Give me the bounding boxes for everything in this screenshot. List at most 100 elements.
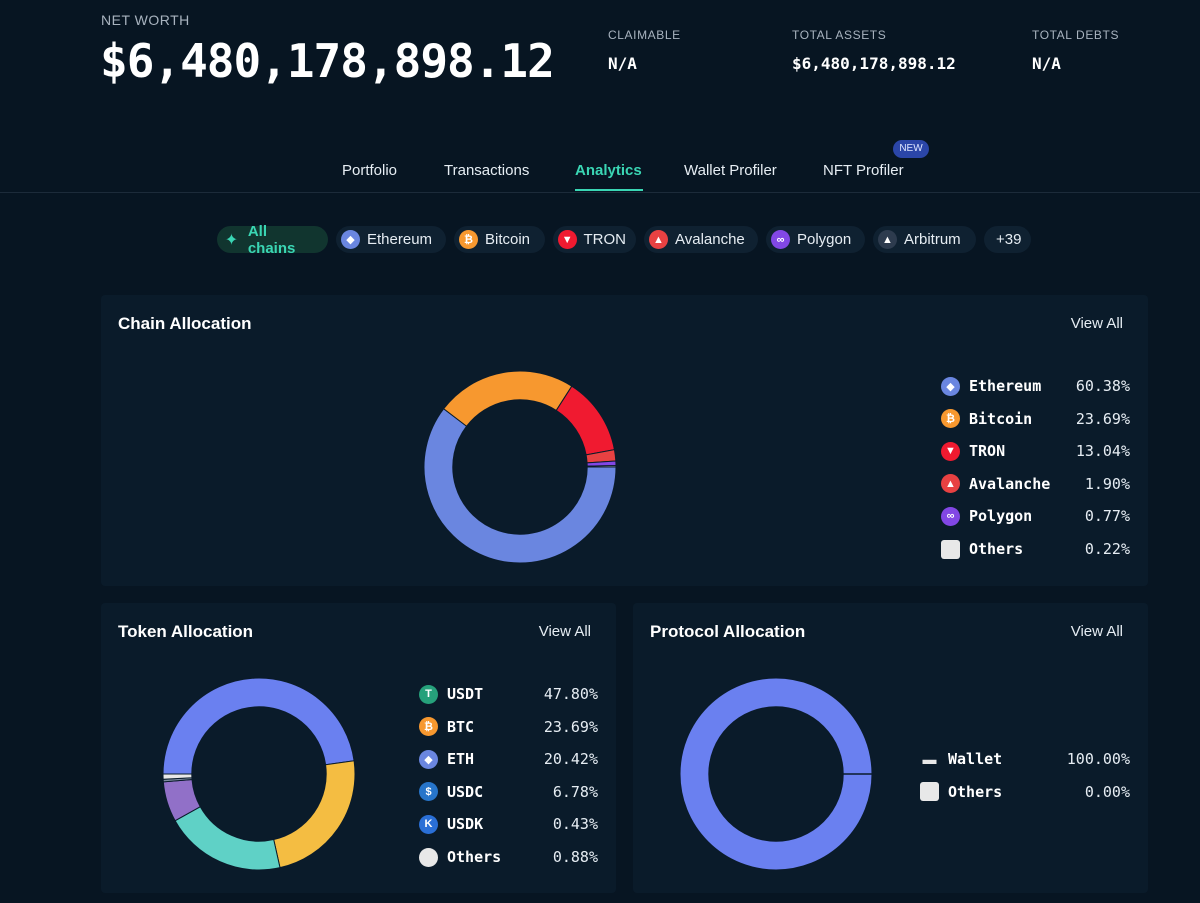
- legend-percent: 60.38%: [1075, 377, 1130, 395]
- chain-filter-avalanche[interactable]: ▲ Avalanche: [644, 226, 758, 253]
- legend-percent: 100.00%: [1066, 750, 1130, 768]
- wallet-icon: ▬: [922, 751, 937, 767]
- legend-item-usdt[interactable]: T USDT 47.80%: [419, 683, 598, 705]
- protocol-allocation-view-all[interactable]: View All: [1070, 623, 1123, 640]
- legend-item-tron[interactable]: ▼ TRON 13.04%: [941, 440, 1130, 462]
- others-icon: [941, 539, 960, 559]
- net-worth-label: NET WORTH: [101, 12, 190, 28]
- chain-filter-ethereum[interactable]: ◆ Ethereum: [336, 226, 446, 253]
- claimable-label: CLAIMABLE: [608, 28, 681, 42]
- donut-slice-wallet[interactable]: [679, 677, 873, 871]
- total-assets-stat: TOTAL ASSETS $6,480,178,898.12: [792, 28, 956, 73]
- others-icon: [920, 782, 939, 802]
- chain-filter-tron[interactable]: ▼ TRON: [553, 226, 636, 253]
- legend-name: Polygon: [969, 507, 1033, 526]
- legend-item-others[interactable]: Others 0.22%: [941, 538, 1130, 560]
- usdc-icon: $: [419, 782, 438, 802]
- total-assets-label: TOTAL ASSETS: [792, 28, 887, 42]
- chain-allocation-card: Chain Allocation View All: [101, 295, 1148, 586]
- donut-slice-others[interactable]: [586, 465, 617, 468]
- claimable-value: N/A: [608, 54, 637, 73]
- ethereum-icon: ◆: [941, 376, 960, 396]
- polygon-icon: ∞: [941, 506, 960, 526]
- protocol-allocation-donut: [679, 677, 873, 871]
- legend-item-ethereum[interactable]: ◆ Ethereum 60.38%: [941, 375, 1130, 397]
- legend-name: USDC: [447, 782, 484, 801]
- chain-filter-label: Arbitrum: [904, 231, 961, 248]
- legend-item-others[interactable]: Others 0.88%: [419, 846, 598, 868]
- donut-slice-usdt[interactable]: [162, 677, 355, 775]
- eth-icon: ◆: [419, 749, 438, 769]
- legend-name: BTC: [447, 717, 475, 736]
- legend-item-wallet[interactable]: ▬ Wallet 100.00%: [920, 748, 1131, 770]
- polygon-icon: ∞: [771, 230, 790, 249]
- legend-name: Others: [447, 848, 502, 866]
- legend-item-avalanche[interactable]: ▲ Avalanche 1.90%: [941, 473, 1130, 495]
- tron-icon: ▼: [558, 230, 577, 249]
- usdk-icon: K: [419, 814, 438, 834]
- avalanche-icon: ▲: [941, 474, 960, 494]
- protocol-allocation-title: Protocol Allocation: [650, 622, 806, 641]
- tabs-divider: [0, 192, 1200, 193]
- claimable-stat: CLAIMABLE N/A: [608, 28, 681, 73]
- tab-portfolio[interactable]: Portfolio: [342, 162, 398, 179]
- chain-filter-arbitrum[interactable]: ▲ Arbitrum: [873, 226, 976, 253]
- active-tab-indicator: [575, 189, 643, 191]
- chain-filter-label: All chains: [247, 222, 296, 257]
- legend-item-usdk[interactable]: K USDK 0.43%: [419, 813, 598, 835]
- chain-filter-label: Avalanche: [675, 231, 745, 248]
- donut-slice-bitcoin[interactable]: [443, 370, 573, 427]
- chain-filter-bitcoin[interactable]: ₿ Bitcoin: [454, 226, 545, 253]
- chain-filter-label: Polygon: [797, 231, 852, 248]
- chain-filter-label: TRON: [583, 231, 627, 248]
- tab-analytics[interactable]: Analytics: [575, 162, 642, 179]
- legend-percent: 23.69%: [543, 717, 598, 736]
- legend-item-polygon[interactable]: ∞ Polygon 0.77%: [941, 505, 1130, 527]
- bitcoin-icon: ₿: [941, 409, 960, 429]
- tab-nft-profiler[interactable]: NFT Profiler: [823, 162, 904, 179]
- legend-percent: 13.04%: [1075, 442, 1130, 461]
- chain-filter-more[interactable]: +39: [984, 226, 1031, 253]
- tron-icon: ▼: [941, 441, 960, 461]
- donut-slice-eth[interactable]: [174, 806, 281, 871]
- chain-filter-label: Bitcoin: [485, 231, 531, 248]
- token-allocation-view-all[interactable]: View All: [538, 623, 591, 640]
- legend-percent: 0.43%: [552, 815, 598, 834]
- legend-percent: 20.42%: [543, 750, 598, 769]
- legend-item-btc[interactable]: ₿ BTC 23.69%: [419, 716, 598, 738]
- legend-name: USDK: [447, 815, 484, 834]
- chain-allocation-view-all[interactable]: View All: [1070, 315, 1123, 332]
- btc-icon: ₿: [419, 717, 438, 737]
- token-allocation-donut: [162, 677, 356, 871]
- legend-item-bitcoin[interactable]: ₿ Bitcoin 23.69%: [941, 408, 1130, 430]
- chain-allocation-title: Chain Allocation: [118, 314, 252, 333]
- legend-item-usdc[interactable]: $ USDC 6.78%: [419, 781, 598, 803]
- legend-percent: 47.80%: [543, 685, 598, 703]
- legend-percent: 0.88%: [552, 848, 598, 866]
- legend-name: Avalanche: [969, 474, 1051, 493]
- chain-filter-polygon[interactable]: ∞ Polygon: [766, 226, 865, 253]
- new-badge: NEW: [893, 140, 929, 158]
- donut-slice-others[interactable]: [162, 773, 193, 780]
- chain-allocation-donut: [423, 370, 617, 564]
- arbitrum-icon: ▲: [878, 230, 897, 249]
- legend-name: USDT: [447, 685, 484, 703]
- tab-wallet-profiler[interactable]: Wallet Profiler: [684, 162, 777, 179]
- chain-filter-all[interactable]: ✦ All chains: [217, 223, 328, 257]
- others-icon: [419, 847, 438, 867]
- donut-slice-ethereum[interactable]: [423, 408, 617, 564]
- legend-name: ETH: [447, 750, 475, 769]
- donut-slice-btc[interactable]: [273, 760, 356, 869]
- tab-transactions[interactable]: Transactions: [444, 162, 530, 179]
- legend-percent: 1.90%: [1084, 474, 1130, 493]
- legend-name: Ethereum: [969, 377, 1042, 395]
- token-allocation-title: Token Allocation: [118, 622, 254, 641]
- legend-item-eth[interactable]: ◆ ETH 20.42%: [419, 748, 598, 770]
- chain-filter-more-label: +39: [996, 231, 1022, 248]
- sparkle-icon: ✦: [224, 231, 239, 249]
- legend-name: Wallet: [948, 750, 1003, 768]
- donut-slice-tron[interactable]: [555, 385, 616, 456]
- total-debts-label: TOTAL DEBTS: [1032, 28, 1120, 42]
- legend-item-others[interactable]: Others 0.00%: [920, 781, 1130, 803]
- total-debts-value: N/A: [1032, 54, 1061, 73]
